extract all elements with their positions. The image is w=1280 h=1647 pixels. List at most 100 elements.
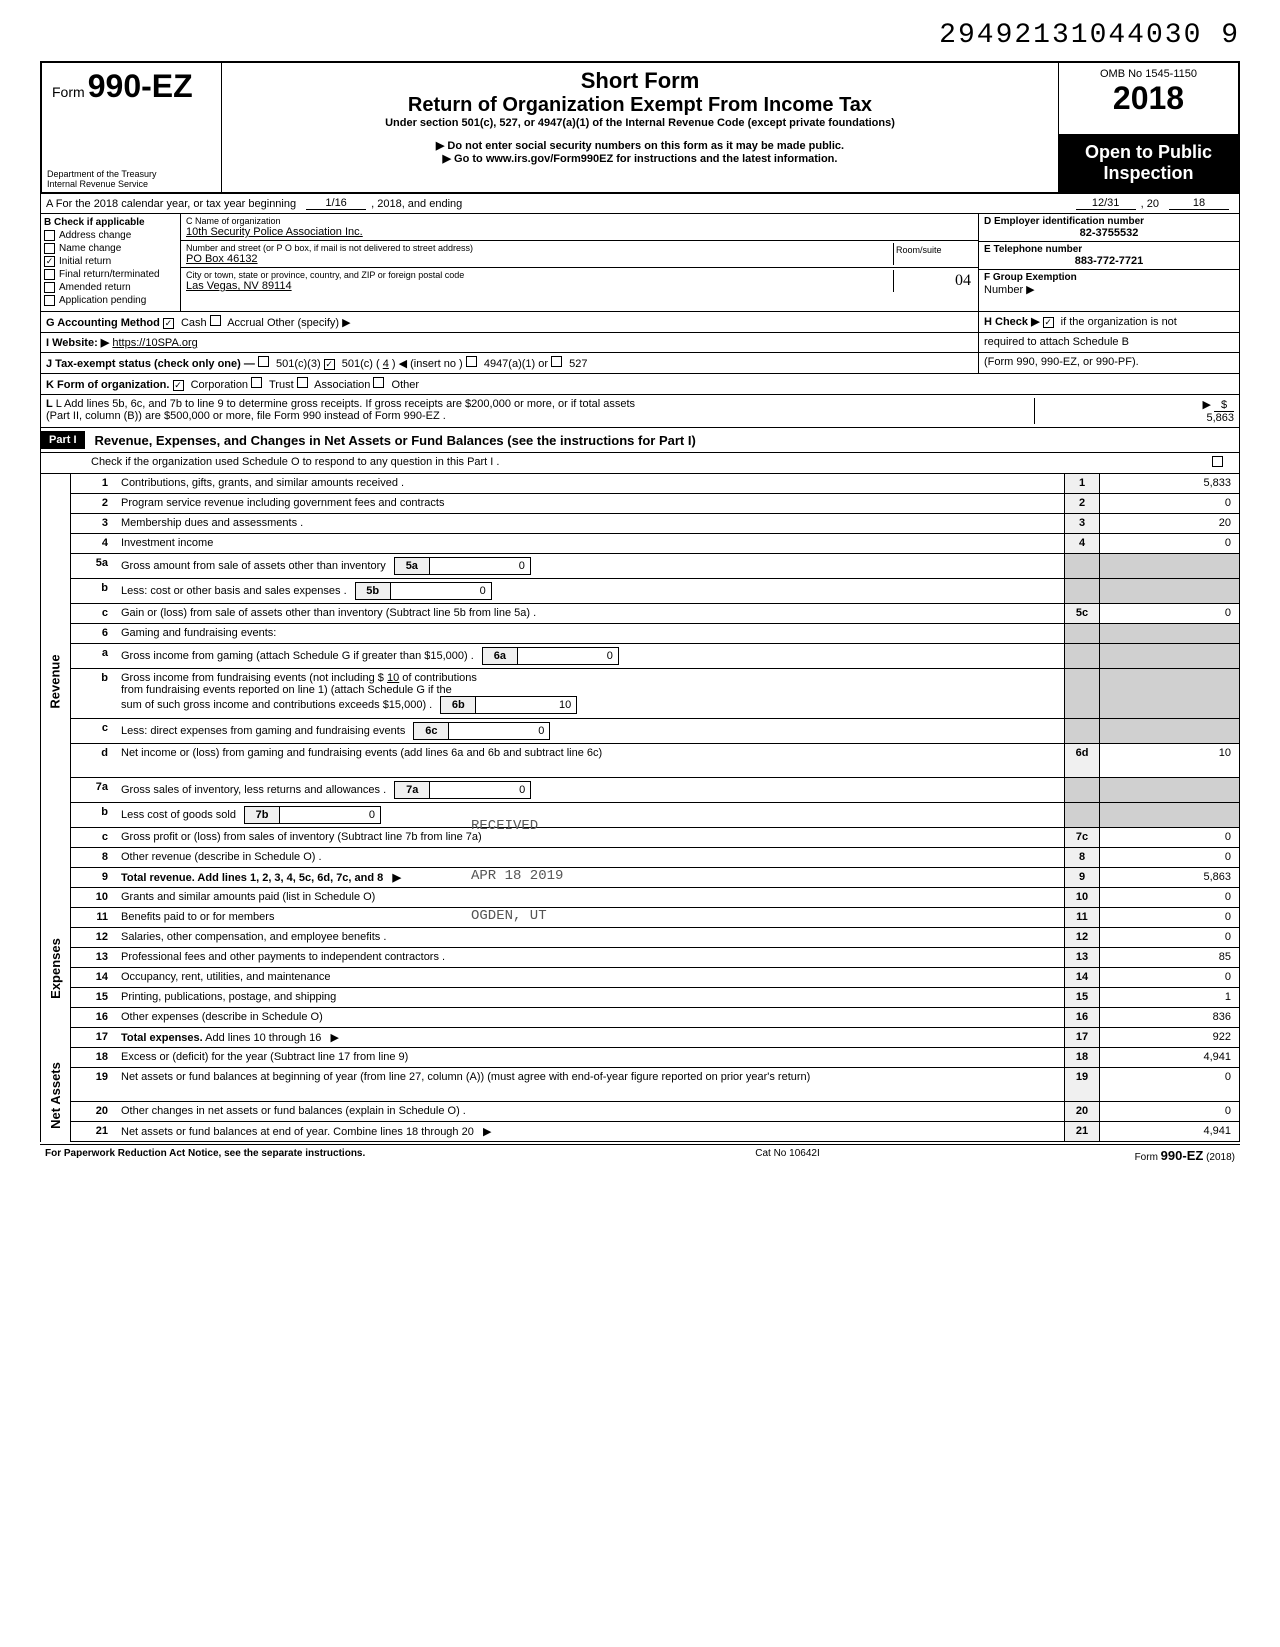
org-name-label: C Name of organization: [186, 216, 973, 226]
ein-value: 82-3755532: [984, 227, 1234, 239]
row-i: I Website: ▶ https://10SPA.org required …: [40, 333, 1240, 353]
cb-schedule-o[interactable]: [1212, 456, 1223, 467]
document-number: 29492131044030 9: [40, 20, 1240, 51]
row-l: L L Add lines 5b, 6c, and 7b to line 9 t…: [40, 395, 1240, 428]
cb-application[interactable]: Application pending: [44, 295, 177, 306]
footer-left: For Paperwork Reduction Act Notice, see …: [45, 1148, 540, 1163]
no-ssn-notice: ▶ Do not enter social security numbers o…: [227, 139, 1053, 152]
cb-schedule-b[interactable]: ✓: [1043, 317, 1054, 328]
line-12: 12 Salaries, other compensation, and emp…: [71, 928, 1240, 948]
cb-name-change[interactable]: Name change: [44, 243, 177, 254]
line-15: 15 Printing, publications, postage, and …: [71, 988, 1240, 1008]
l-text: L Add lines 5b, 6c, and 7b to line 9 to …: [56, 398, 635, 410]
line-18: 18 Excess or (deficit) for the year (Sub…: [71, 1048, 1240, 1068]
room-label: Room/suite: [896, 245, 971, 255]
l-arrow: ▶: [1202, 399, 1210, 411]
line-7b: b Less cost of goods sold 7b0: [71, 803, 1240, 828]
section-de: D Employer identification number 82-3755…: [979, 214, 1239, 311]
form-header-2: Department of the Treasury Internal Reve…: [40, 134, 1240, 194]
tax-year-end: 12/31: [1076, 197, 1136, 210]
line-21: 21 Net assets or fund balances at end of…: [71, 1122, 1240, 1142]
footer: For Paperwork Reduction Act Notice, see …: [40, 1144, 1240, 1166]
tax-year-begin: 1/16: [306, 197, 366, 210]
tax-year-val: 18: [1169, 197, 1229, 210]
form-number: 990-EZ: [88, 68, 193, 104]
city: Las Vegas, NV 89114: [186, 280, 893, 292]
line-6b: b Gross income from fundraising events (…: [71, 669, 1240, 719]
part1-header-row: Part I Revenue, Expenses, and Changes in…: [40, 428, 1240, 453]
h-label: H Check ▶: [984, 316, 1040, 328]
cb-501c3[interactable]: [258, 356, 269, 367]
cb-amended[interactable]: Amended return: [44, 282, 177, 293]
stamp-ogden: OGDEN, UT: [471, 908, 547, 924]
revenue-side-label: Revenue: [41, 474, 71, 888]
cb-final-return[interactable]: Final return/terminated: [44, 269, 177, 280]
line-5b: b Less: cost or other basis and sales ex…: [71, 579, 1240, 604]
line-4: 4 Investment income 4 0: [71, 534, 1240, 554]
line-14: 14 Occupancy, rent, utilities, and maint…: [71, 968, 1240, 988]
part1-label: Part I: [41, 431, 85, 449]
phone-label: E Telephone number: [984, 244, 1234, 255]
phone-value: 883-772-7721: [984, 255, 1234, 267]
cb-other[interactable]: [373, 377, 384, 388]
instructions-cell: ▶ Do not enter social security numbers o…: [222, 134, 1058, 192]
line-13: 13 Professional fees and other payments …: [71, 948, 1240, 968]
i-label: I Website: ▶: [46, 337, 109, 349]
l-value-cell: ▶ $ 5,863: [1034, 398, 1234, 424]
j-label: J Tax-exempt status (check only one) —: [46, 358, 255, 370]
revenue-section: Revenue 1 Contributions, gifts, grants, …: [40, 474, 1240, 888]
section-b-label: B Check if applicable: [44, 217, 177, 228]
line-1: 1 Contributions, gifts, grants, and simi…: [71, 474, 1240, 494]
section-j: J Tax-exempt status (check only one) — 5…: [41, 353, 979, 373]
g-label: G Accounting Method: [46, 317, 160, 329]
line-19: 19 Net assets or fund balances at beginn…: [71, 1068, 1240, 1102]
line-6: 6 Gaming and fundraising events:: [71, 624, 1240, 644]
subtitle: Under section 501(c), 527, or 4947(a)(1)…: [227, 117, 1053, 129]
title-cell: Short Form Return of Organization Exempt…: [222, 63, 1058, 134]
expenses-section: Expenses 10 Grants and similar amounts p…: [40, 888, 1240, 1048]
website: https://10SPA.org: [112, 337, 197, 349]
g-other: Other (specify) ▶: [267, 317, 351, 329]
line-6a: a Gross income from gaming (attach Sched…: [71, 644, 1240, 669]
address-label: Number and street (or P O box, if mail i…: [186, 243, 893, 253]
net-assets-section: Net Assets 18 Excess or (deficit) for th…: [40, 1048, 1240, 1142]
section-l: L L Add lines 5b, 6c, and 7b to line 9 t…: [46, 398, 1034, 424]
cb-4947[interactable]: [466, 356, 477, 367]
room-suite: Room/suite: [893, 243, 973, 265]
footer-center: Cat No 10642I: [540, 1148, 1035, 1163]
row-a-suffix: , 20: [1141, 198, 1159, 210]
section-b: B Check if applicable Address change Nam…: [41, 214, 181, 311]
omb-cell: OMB No 1545-1150 2018: [1058, 63, 1238, 134]
section-k: K Form of organization. ✓ Corporation Tr…: [46, 377, 1234, 391]
cb-accrual[interactable]: [210, 315, 221, 326]
cb-trust[interactable]: [251, 377, 262, 388]
part1-check-row: Check if the organization used Schedule …: [40, 453, 1240, 474]
cb-cash[interactable]: ✓: [163, 318, 174, 329]
row-j: J Tax-exempt status (check only one) — 5…: [40, 353, 1240, 374]
goto-notice: ▶ Go to www.irs.gov/Form990EZ for instru…: [227, 152, 1053, 165]
line-16: 16 Other expenses (describe in Schedule …: [71, 1008, 1240, 1028]
line-20: 20 Other changes in net assets or fund b…: [71, 1102, 1240, 1122]
cb-corporation[interactable]: ✓: [173, 380, 184, 391]
line-7c: c Gross profit or (loss) from sales of i…: [71, 828, 1240, 848]
row-a-label: A For the 2018 calendar year, or tax yea…: [46, 198, 296, 210]
group-exemption-label: F Group Exemption: [984, 272, 1234, 283]
form-prefix: Form: [52, 84, 85, 100]
cb-initial-return[interactable]: ✓Initial return: [44, 256, 177, 267]
line-11: 11 Benefits paid to or for members 11 0 …: [71, 908, 1240, 928]
cb-association[interactable]: [297, 377, 308, 388]
row-a-tax-year: A For the 2018 calendar year, or tax yea…: [40, 194, 1240, 214]
cb-address-change[interactable]: Address change: [44, 230, 177, 241]
part1-check-text: Check if the organization used Schedule …: [86, 453, 1209, 473]
form-number-cell: Form 990-EZ: [42, 63, 222, 134]
cb-501c[interactable]: ✓: [324, 359, 335, 370]
group-exemption-number: Number ▶: [984, 283, 1234, 296]
k-label: K Form of organization.: [46, 379, 169, 391]
section-h-cont: required to attach Schedule B: [979, 333, 1239, 352]
address: PO Box 46132: [186, 253, 893, 265]
form-header: Form 990-EZ Short Form Return of Organiz…: [40, 61, 1240, 134]
cb-527[interactable]: [551, 356, 562, 367]
expenses-side-label: Expenses: [41, 888, 71, 1048]
line-2: 2 Program service revenue including gove…: [71, 494, 1240, 514]
line-7a: 7a Gross sales of inventory, less return…: [71, 778, 1240, 803]
